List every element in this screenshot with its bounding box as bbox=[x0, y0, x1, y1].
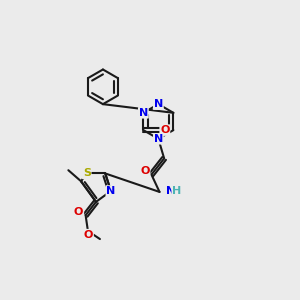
Text: O: O bbox=[140, 166, 150, 176]
Text: N: N bbox=[166, 186, 175, 196]
Text: O: O bbox=[160, 125, 170, 135]
Text: N: N bbox=[106, 186, 116, 196]
Text: N: N bbox=[154, 99, 163, 109]
Text: N: N bbox=[154, 134, 163, 144]
Text: H: H bbox=[172, 186, 182, 196]
Text: O: O bbox=[84, 230, 93, 240]
Text: N: N bbox=[139, 108, 148, 118]
Text: S: S bbox=[83, 168, 91, 178]
Text: O: O bbox=[74, 208, 83, 218]
